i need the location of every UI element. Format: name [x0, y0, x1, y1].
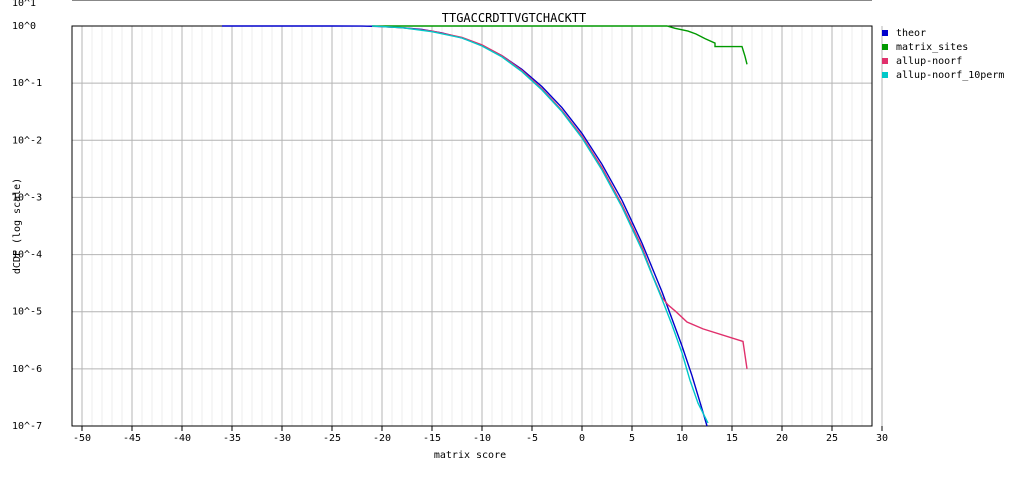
- legend-swatch: [882, 44, 888, 50]
- y-axis-label: dCDF (log scale): [12, 178, 23, 274]
- series-line-matrix_sites: [372, 25, 748, 65]
- y-tick-label: 10^1: [12, 0, 36, 9]
- x-tick-label: 0: [579, 433, 585, 444]
- x-tick-label: 10: [676, 433, 688, 444]
- x-tick-label: -5: [526, 433, 538, 444]
- x-tick-label: -45: [123, 433, 141, 444]
- y-tick-label: 10^-4: [12, 250, 42, 261]
- x-tick-label: -10: [473, 433, 491, 444]
- legend-label: theor: [896, 28, 926, 39]
- minor-grid: [71, 26, 873, 426]
- series-line-allup-noorf: [371, 25, 748, 370]
- major-grid: [72, 25, 883, 427]
- y-tick-label: 10^-5: [12, 307, 42, 318]
- x-tick-label: -15: [423, 433, 441, 444]
- y-tick-label: 10^-7: [12, 421, 42, 432]
- x-tick-label: -20: [373, 433, 391, 444]
- legend-label: allup-noorf_10perm: [896, 70, 1004, 81]
- series-line-allup-noorf_10perm: [371, 25, 709, 424]
- y-tick-label: 10^-6: [12, 364, 42, 375]
- x-tick-label: -40: [173, 433, 191, 444]
- legend-swatch: [882, 58, 888, 64]
- legend-label: allup-noorf: [896, 56, 962, 67]
- chart-title: TTGACCRDTTVGTCHACKTT: [442, 11, 587, 25]
- x-axis-ticks: -50 -45 -40 -35 -30 -25 -20 -15 -10 -5 0 5 10 15 20 25 3…: [73, 426, 888, 444]
- x-tick-label: 25: [826, 433, 838, 444]
- x-tick-label: -50: [73, 433, 91, 444]
- y-tick-label: 10^0: [12, 21, 36, 32]
- x-axis-label: matrix score: [434, 450, 506, 461]
- x-tick-label: 5: [629, 433, 635, 444]
- x-tick-label: -35: [223, 433, 241, 444]
- legend: theor matrix_sites allup-noorf allup-noorf_…: [882, 28, 1004, 81]
- series-layer: [222, 25, 748, 427]
- y-tick-label: 10^-1: [12, 78, 42, 89]
- y-tick-label: 10^-3: [12, 192, 42, 203]
- y-tick-label: 10^-2: [12, 135, 42, 146]
- y-axis-ticks: 10^1 10^0 10^-1 10^-2 10^-3 10^-4 10^-5 10^-6 10…: [12, 0, 42, 432]
- x-tick-label: -30: [273, 433, 291, 444]
- x-tick-label: -25: [323, 433, 341, 444]
- x-tick-label: 30: [876, 433, 888, 444]
- legend-swatch: [882, 72, 888, 78]
- x-tick-label: 15: [726, 433, 738, 444]
- legend-label: matrix_sites: [896, 42, 968, 53]
- x-tick-label: 20: [776, 433, 788, 444]
- legend-swatch: [882, 30, 888, 36]
